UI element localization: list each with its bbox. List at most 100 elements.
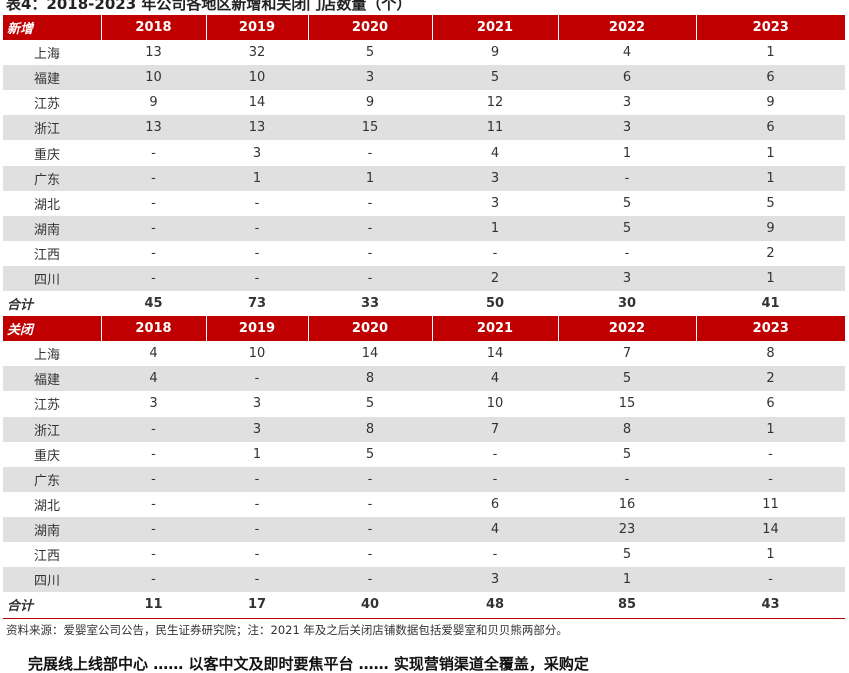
table-cell: -: [151, 547, 156, 563]
table-cell: 5: [365, 446, 375, 462]
total-row: 合计 11 17 40 48 85 43: [3, 592, 845, 617]
table-cell: -: [101, 416, 206, 442]
table-cell: 15: [308, 115, 432, 141]
table-cell: 13: [145, 45, 162, 61]
table-cell: 5: [622, 446, 632, 462]
region-label: 四川: [3, 265, 101, 292]
year-header: 2022: [557, 316, 696, 342]
table-cell: 5: [558, 366, 696, 392]
table-cell: -: [696, 466, 845, 492]
table-cell: 1: [766, 547, 775, 563]
year-header: 2023: [695, 316, 845, 342]
source-note: 资料来源：爱婴室公司公告，民生证券研究院；注：2021 年及之后关闭店铺数据包括…: [6, 623, 568, 637]
table-cell: 8: [766, 346, 775, 362]
table-cell: 3: [308, 65, 432, 91]
table-cell: 14: [361, 346, 379, 362]
table-cell: 9: [696, 215, 845, 241]
table-cell: -: [308, 466, 432, 492]
table-cell: 1: [308, 165, 432, 191]
table-cell: 10: [486, 396, 504, 412]
table-cell: -: [492, 446, 498, 462]
table-cell: 9: [149, 95, 158, 111]
table-cell: -: [308, 567, 432, 593]
table-cell: 4: [490, 145, 500, 161]
region-label: 湖北: [34, 197, 61, 213]
table-cell: -: [492, 245, 498, 261]
table-cell: -: [101, 516, 206, 542]
table-row: 江苏 9 14 9 12 3 9: [3, 90, 845, 115]
table-row: 湖北 - - - 6 16 11: [3, 492, 845, 517]
table-cell: 4: [101, 366, 206, 392]
table-cell: -: [558, 165, 696, 191]
region-label: 湖南: [3, 516, 101, 542]
table-cell: 3: [558, 115, 696, 141]
table-row: 江西 - - - - - 2: [3, 241, 845, 266]
section-label: 关闭: [3, 316, 101, 342]
table-cell: 4: [149, 346, 158, 362]
year-header: 2018: [100, 15, 206, 41]
section-label: 新增: [3, 15, 101, 41]
table-row: 福建 4-8 4 5 2: [3, 366, 845, 392]
table-cell: 32: [248, 45, 266, 61]
year-header: 2021: [431, 316, 558, 342]
table-cell: 23: [558, 516, 696, 542]
year-header: 2020: [307, 316, 432, 342]
table-cell: 10: [101, 65, 206, 91]
region-label: 广东: [3, 165, 101, 191]
table-cell: 13: [206, 115, 308, 141]
table-cell: -: [206, 567, 308, 593]
next-section-heading: 完展线上线部中心 …… 以客中文及即时要焦平台 …… 实现营销渠道全覆盖，采购定: [28, 655, 589, 673]
total-cell: 33: [360, 296, 380, 312]
table-cell: -: [558, 466, 696, 492]
table-cell: 10: [206, 65, 308, 91]
table-cell: -: [367, 547, 373, 563]
table-cell: 7: [432, 416, 558, 442]
table-row: 广东 - - - - - -: [3, 466, 845, 492]
table-cell: -: [254, 245, 260, 261]
table-cell: -: [624, 245, 630, 261]
table-cell: 5: [766, 195, 775, 211]
region-label: 江西: [34, 549, 61, 565]
table-cell: 14: [696, 516, 845, 542]
store-count-table: 新增 2018 2019 2020 2021 2022 2023 上海 13 32 5 9 4 1 福建 10…: [3, 15, 845, 617]
total-label: 合计: [7, 298, 34, 314]
table-cell: 8: [558, 416, 696, 442]
total-cell: 30: [617, 296, 637, 312]
total-cell: 41: [761, 296, 780, 312]
table-cell: -: [432, 466, 558, 492]
table-cell: 1: [696, 416, 845, 442]
total-row: 合计 45 73 33 50 30 41: [3, 291, 845, 316]
table-row: 湖南 - - -4 23 14: [3, 516, 845, 542]
table-cell: -: [206, 215, 308, 241]
table-cell: 4: [432, 366, 558, 392]
table-cell: 2: [432, 265, 558, 292]
table-cell: 1: [622, 145, 632, 161]
table-cell: 6: [766, 396, 775, 412]
year-header: 2018: [100, 316, 206, 342]
total-cell: 17: [247, 597, 267, 613]
year-header: 2021: [431, 15, 558, 41]
table-cell: 2: [696, 366, 845, 392]
table-cell: 6: [696, 115, 845, 141]
table-cell: 9: [490, 45, 500, 61]
table-cell: 9: [766, 95, 775, 111]
table-cell: -: [696, 567, 845, 593]
table-cell: 16: [618, 496, 636, 512]
table-cell: 1: [696, 265, 845, 292]
table-cell: 6: [696, 65, 845, 91]
table-cell: -: [101, 466, 206, 492]
section-header-row: 关闭 2018 2019 2020 2021 2022 2023: [3, 316, 845, 342]
table-cell: 5: [558, 215, 696, 241]
table-cell: 3: [149, 396, 158, 412]
region-label: 湖南: [3, 215, 101, 241]
table-cell: 9: [365, 95, 375, 111]
table-cell: -: [206, 366, 308, 392]
table-cell: -: [768, 446, 773, 462]
table-cell: -: [101, 265, 206, 292]
table-cell: -: [367, 195, 373, 211]
region-label: 重庆: [34, 147, 61, 163]
total-cell: 43: [761, 597, 780, 613]
year-header: 2023: [695, 15, 845, 41]
table-cell: 6: [490, 496, 500, 512]
table-cell: 5: [432, 65, 558, 91]
